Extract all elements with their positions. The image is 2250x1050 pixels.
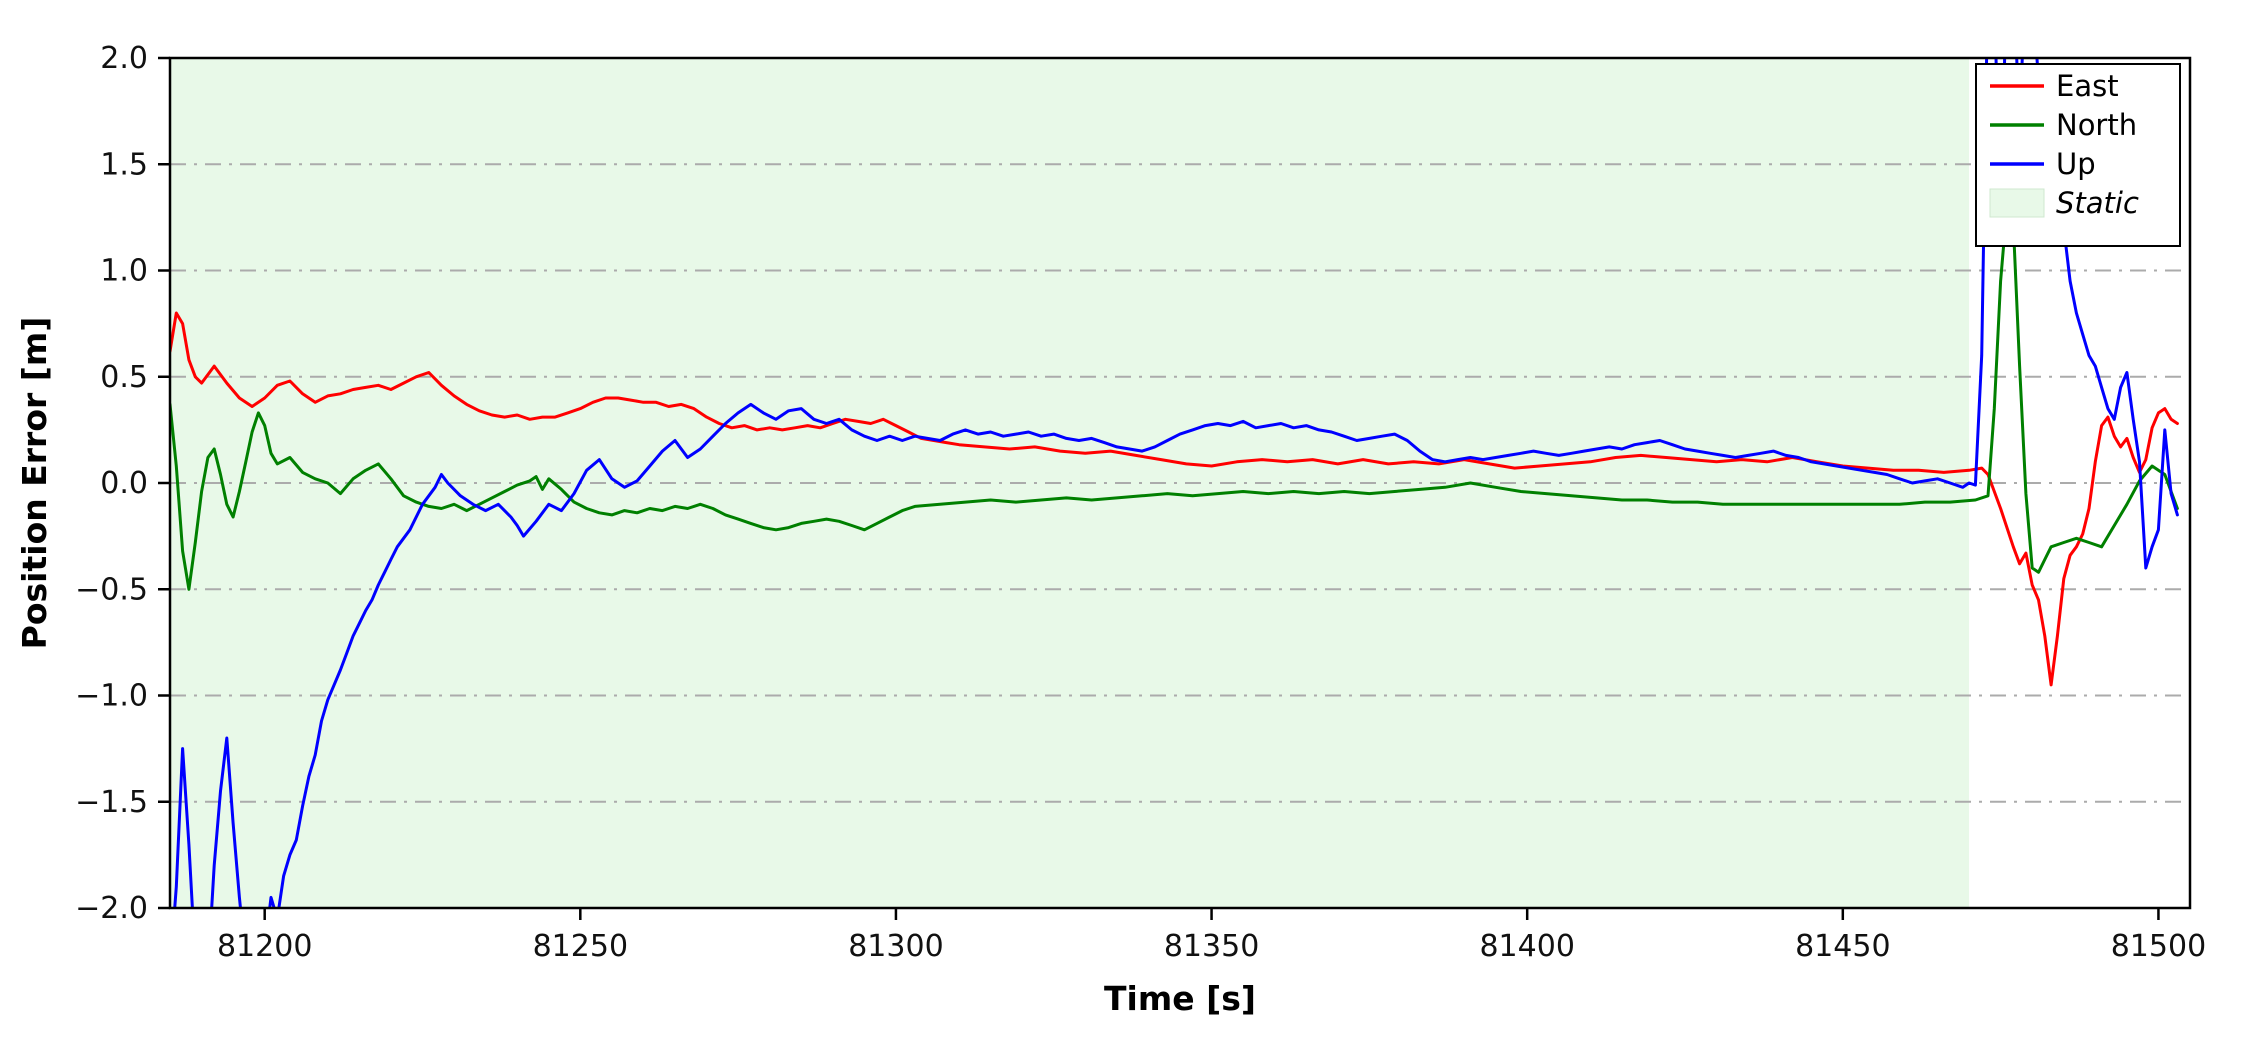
- y-tick-label: 1.5: [100, 147, 148, 182]
- x-tick-label: 81450: [1795, 929, 1890, 964]
- legend-label-north: North: [2056, 108, 2137, 142]
- series-line-east: [170, 311, 2179, 687]
- x-tick-label: 81400: [1479, 929, 1574, 964]
- x-tick-label: 81500: [2111, 929, 2206, 964]
- x-tick-label: 81350: [1164, 929, 1259, 964]
- series-line-up: [173, 58, 2179, 908]
- y-tick-label: −1.0: [75, 679, 148, 714]
- legend-label-up: Up: [2056, 147, 2096, 181]
- x-axis-label: Time [s]: [1104, 979, 1256, 1018]
- x-tick-label: 81300: [848, 929, 943, 964]
- legend-label-east: East: [2056, 69, 2119, 103]
- y-axis-label: Position Error [m]: [15, 317, 54, 650]
- legend: East North Up Static: [1975, 63, 2181, 247]
- series-line-north: [170, 205, 2179, 591]
- y-tick-label: −1.5: [75, 785, 148, 820]
- legend-label-static: Static: [2056, 186, 2139, 220]
- axes-layer: 81200 81250 81300 81350 81400 81450 81500 2.0 1.…: [75, 41, 2206, 964]
- y-tick-label: −0.5: [75, 572, 148, 607]
- x-tick-label: 81250: [533, 929, 628, 964]
- y-tick-label: 0.0: [100, 466, 148, 501]
- y-tick-label: 1.0: [100, 254, 148, 289]
- x-tick-label: 81200: [217, 929, 312, 964]
- y-tick-label: 2.0: [100, 41, 148, 76]
- gridlines-layer: [170, 163, 2190, 803]
- legend-patch-sample-static: [1989, 188, 2045, 218]
- y-tick-label: 0.5: [100, 360, 148, 395]
- series-layer: [170, 58, 2179, 908]
- y-tick-label: −2.0: [75, 891, 148, 926]
